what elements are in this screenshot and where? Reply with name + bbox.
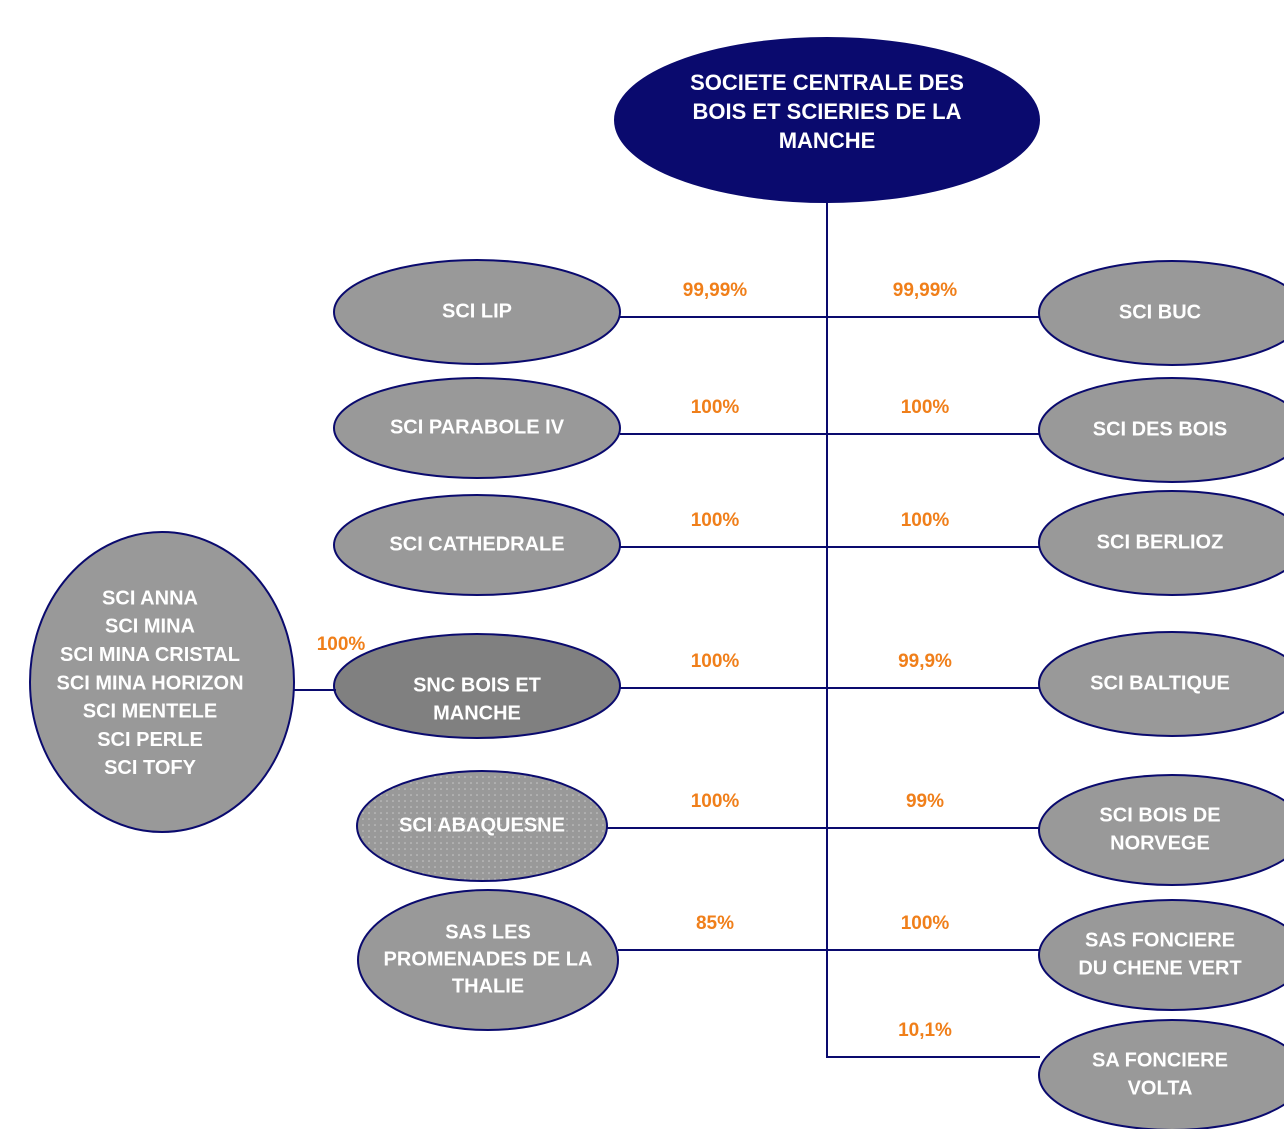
root-node bbox=[614, 37, 1040, 203]
group-node bbox=[29, 531, 295, 833]
node-label: SAS LES bbox=[445, 921, 531, 943]
entity-node bbox=[1038, 774, 1284, 886]
entity-node bbox=[1038, 899, 1284, 1011]
entity-node bbox=[1038, 490, 1284, 596]
node-label: SCI TOFY bbox=[104, 757, 197, 779]
node-label: SCI MINA CRISTAL bbox=[60, 644, 240, 666]
node-label: SCI PERLE bbox=[97, 729, 203, 751]
percentage: 99,9% bbox=[898, 651, 952, 672]
node-label: SCI BERLIOZ bbox=[1097, 531, 1224, 553]
node-label: DU CHENE VERT bbox=[1078, 957, 1241, 979]
node-label: NORVEGE bbox=[1110, 832, 1210, 854]
node-label: SOCIETE CENTRALE DES bbox=[690, 70, 964, 95]
node-label: MANCHE bbox=[779, 128, 876, 153]
percentage: 85% bbox=[696, 913, 734, 934]
entity-node bbox=[356, 770, 608, 882]
percentage: 100% bbox=[691, 397, 740, 418]
entity-node bbox=[357, 889, 619, 1031]
entity-node bbox=[1038, 631, 1284, 737]
node-label: SCI BALTIQUE bbox=[1090, 672, 1230, 694]
node-label: THALIE bbox=[452, 975, 524, 997]
node-label: SCI CATHEDRALE bbox=[389, 533, 564, 555]
entity-node bbox=[1038, 1019, 1284, 1129]
entity-node bbox=[333, 259, 621, 365]
entity-node bbox=[1038, 260, 1284, 366]
node-label: SNC BOIS ET bbox=[413, 674, 541, 696]
percentage: 99% bbox=[906, 791, 944, 812]
node-label: SCI PARABOLE IV bbox=[390, 416, 565, 438]
node-label: SCI ANNA bbox=[102, 587, 198, 609]
entity-node bbox=[1038, 377, 1284, 483]
entity-node bbox=[333, 494, 621, 596]
node-label: BOIS ET SCIERIES DE LA bbox=[693, 99, 962, 124]
percentage: 100% bbox=[901, 510, 950, 531]
node-label: SCI BUC bbox=[1119, 301, 1201, 323]
percentage: 99,99% bbox=[893, 280, 958, 301]
percentage: 100% bbox=[317, 634, 366, 655]
node-label: SCI MENTELE bbox=[83, 701, 217, 723]
entity-node bbox=[333, 633, 621, 739]
node-label: SAS FONCIERE bbox=[1085, 929, 1235, 951]
percentage: 10,1% bbox=[898, 1020, 952, 1041]
node-label: SCI BOIS DE bbox=[1099, 804, 1220, 826]
percentage: 100% bbox=[691, 510, 740, 531]
node-label: MANCHE bbox=[433, 702, 521, 724]
percentage: 99,99% bbox=[683, 280, 748, 301]
percentage: 100% bbox=[901, 397, 950, 418]
node-label: SCI ABAQUESNE bbox=[399, 814, 565, 836]
node-label: SCI LIP bbox=[442, 300, 512, 322]
entity-node bbox=[333, 377, 621, 479]
node-label: VOLTA bbox=[1128, 1077, 1193, 1099]
percentage: 100% bbox=[901, 913, 950, 934]
node-label: SA FONCIERE bbox=[1092, 1049, 1228, 1071]
node-label: SCI DES BOIS bbox=[1093, 418, 1227, 440]
node-label: SCI MINA bbox=[105, 616, 195, 638]
percentage: 100% bbox=[691, 791, 740, 812]
node-label: SCI MINA HORIZON bbox=[56, 672, 243, 694]
percentage: 100% bbox=[691, 651, 740, 672]
node-label: PROMENADES DE LA bbox=[384, 948, 593, 970]
